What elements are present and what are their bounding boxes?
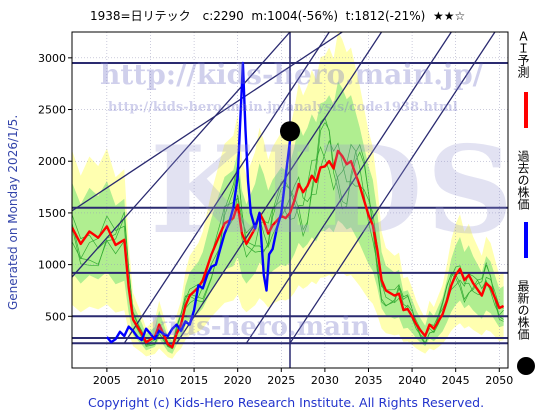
watermark-mid: kids-hero.main — [150, 312, 370, 342]
x-tick-label: 2050 — [485, 374, 513, 387]
axis-ticks: 2005 2010 2015 2020 2025 2030 2035 2040 2045 2050… — [38, 52, 513, 387]
watermark-url-small: http://kids-hero.main.jp/analysis/code19… — [108, 100, 458, 115]
x-tick-label: 2025 — [267, 374, 295, 387]
latest-price-dot — [280, 121, 300, 142]
past-price-line — [105, 61, 292, 344]
legend-ai-label: ＡＩ予測 — [516, 30, 530, 78]
y-tick-label: 500 — [45, 310, 66, 323]
x-tick-label: 2005 — [93, 374, 121, 387]
series-lines — [72, 61, 505, 349]
x-tick-label: 2035 — [354, 374, 382, 387]
legend-past-label: 過去の株価 — [516, 150, 530, 210]
band-inner — [72, 81, 504, 354]
x-tick-label: 2030 — [311, 374, 339, 387]
trend-lines — [72, 32, 496, 344]
y-tick-label: 2000 — [38, 155, 66, 168]
y-tick-label: 2500 — [38, 104, 66, 117]
legend-marks — [517, 92, 535, 375]
copyright-text: Copyright (c) Kids-Hero Research Institu… — [88, 395, 485, 410]
legend-latest-label: 最新の株価 — [516, 280, 530, 340]
legend-latest-swatch — [517, 357, 535, 375]
watermark-url-big: http://kids-hero.main.jp/ — [100, 58, 483, 91]
trend-line — [176, 32, 383, 344]
x-tick-label: 2040 — [398, 374, 426, 387]
trend-line — [123, 32, 330, 344]
x-tick-label: 2045 — [442, 374, 470, 387]
x-tick-label: 2020 — [224, 374, 252, 387]
watermark-logo: KIDS — [150, 120, 518, 261]
x-tick-label: 2015 — [180, 374, 208, 387]
plot-frame — [71, 31, 509, 369]
generated-date: Generated on Monday 2026/1/5. — [6, 114, 20, 310]
y-tick-label: 1000 — [38, 259, 66, 272]
ai-forecast-line — [72, 149, 505, 349]
y-tick-label: 1500 — [38, 207, 66, 220]
chart-title: 1938=日リテック c:2290 m:1004(-56%) t:1812(-2… — [90, 9, 466, 23]
x-tick-label: 2010 — [136, 374, 164, 387]
trend-line — [72, 32, 343, 212]
y-tick-label: 3000 — [38, 52, 66, 65]
trend-line — [289, 32, 496, 344]
trend-line — [72, 32, 291, 278]
trend-line — [245, 32, 452, 344]
